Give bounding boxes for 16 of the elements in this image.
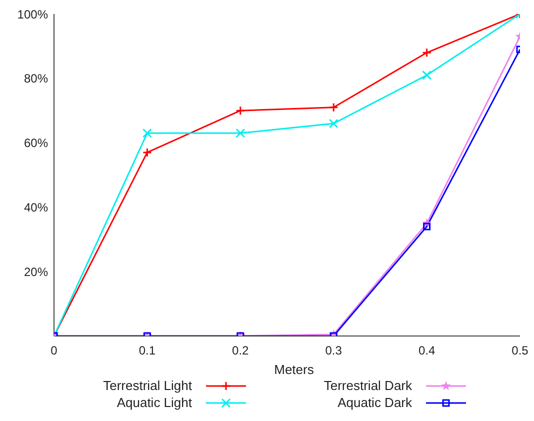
legend-label: Terrestrial Dark (324, 378, 412, 393)
x-tick-label: 0.4 (418, 344, 436, 358)
y-tick-label: 80% (24, 72, 48, 86)
y-tick-label: 100% (17, 7, 48, 22)
x-tick-label: 0 (50, 344, 58, 358)
x-axis-title: Meters (273, 362, 315, 377)
y-tick-label: 20% (24, 264, 48, 279)
x-tick-label: 0.2 (232, 344, 250, 358)
y-tick-label: 40% (24, 200, 48, 214)
x-tick-label: 0.3 (325, 344, 342, 358)
x-tick-label: 0.1 (138, 344, 156, 358)
y-tick-label: 60% (24, 136, 48, 150)
x-tick-label: 0.5 (512, 344, 529, 358)
legend-label: Aquatic Dark (338, 395, 412, 410)
legend-label: Aquatic Light (116, 395, 192, 410)
legend-label: Terrestrial Light (103, 378, 192, 393)
